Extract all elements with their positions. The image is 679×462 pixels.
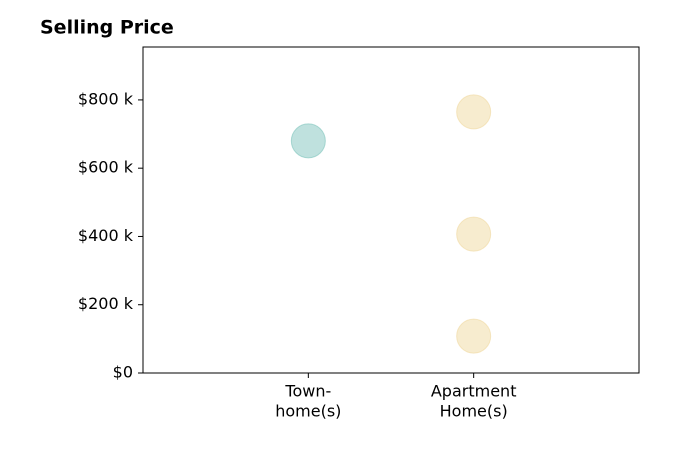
- y-tick-label: $800 k: [78, 89, 134, 108]
- point: [456, 94, 492, 130]
- y-tick-label: $0: [113, 363, 133, 382]
- x-tick-label: Town-: [284, 382, 331, 401]
- x-tick-label: Home(s): [440, 402, 508, 421]
- y-tick-label: $400 k: [78, 226, 134, 245]
- x-tick-label: home(s): [275, 402, 341, 421]
- plot-frame: [142, 46, 640, 374]
- point: [456, 318, 492, 354]
- x-tick-label: Apartment: [431, 382, 517, 401]
- y-tick-label: $600 k: [78, 158, 134, 177]
- chart-title: Selling Price: [40, 17, 174, 39]
- point: [456, 216, 492, 252]
- y-tick-label: $200 k: [78, 294, 134, 313]
- point: [290, 123, 326, 159]
